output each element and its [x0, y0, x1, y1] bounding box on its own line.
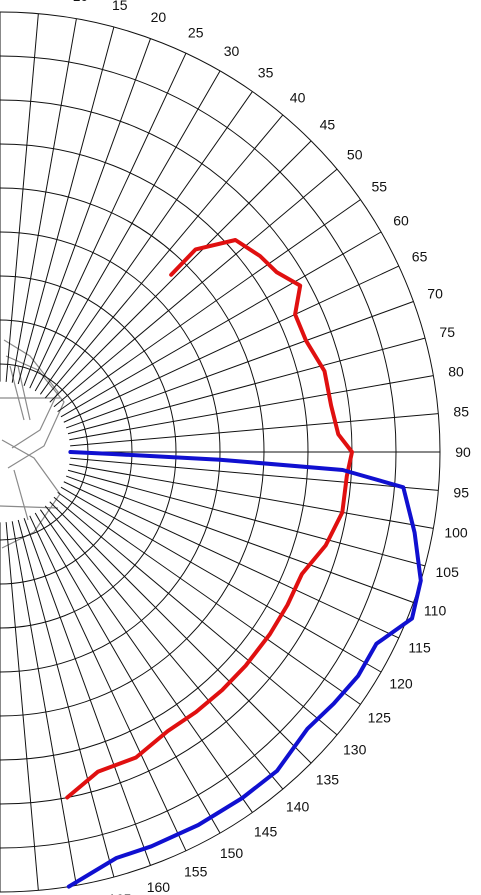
grid-spoke-135	[49, 501, 312, 764]
grid-spoke-95	[70, 457, 439, 491]
grid-spoke-140	[44, 505, 284, 790]
grid-spoke-35	[39, 91, 253, 395]
angle-label: 80	[448, 364, 464, 380]
grid-spoke-15	[17, 26, 115, 385]
grid-spoke-80	[69, 375, 434, 441]
angle-label: 30	[224, 43, 240, 59]
photo-stroke-e	[0, 397, 60, 509]
angle-label: 115	[408, 640, 431, 656]
angle-label: 10	[73, 0, 89, 4]
grid-spoke-30	[34, 70, 221, 392]
grid-spoke-100	[69, 463, 434, 529]
angle-label: 45	[320, 117, 336, 133]
grid-spoke-105	[67, 469, 426, 567]
angle-label: 110	[424, 602, 447, 618]
grid-spoke-5	[5, 13, 39, 382]
grid-spoke-130	[53, 496, 338, 736]
angle-label: 20	[151, 9, 167, 25]
angle-label: 25	[188, 24, 204, 40]
grid-spoke-40	[44, 114, 284, 399]
angle-label: 95	[453, 484, 469, 500]
angle-label: 160	[147, 879, 171, 895]
grid-spoke-155	[29, 515, 187, 851]
angle-label: 90	[455, 444, 471, 460]
grid-spoke-120	[60, 486, 382, 673]
grid-spoke-165	[17, 519, 115, 878]
grid-spoke-55	[57, 199, 361, 413]
angle-label: 40	[290, 89, 306, 105]
angle-label: 35	[258, 65, 274, 81]
angle-label: 100	[444, 524, 468, 540]
angle-labels: 5101520253035404550556065707580859095100…	[73, 0, 471, 895]
series-blue-line	[66, 450, 423, 889]
grid-spoke-110	[65, 475, 414, 603]
photo-stroke-b	[5, 355, 65, 469]
grid-spoke-20	[23, 38, 151, 387]
grid-spoke-45	[49, 140, 312, 403]
grid-spoke-70	[65, 301, 414, 429]
grid-spoke-145	[39, 509, 253, 813]
grid-spoke-65	[63, 265, 399, 423]
grid-spoke-85	[70, 413, 439, 447]
angle-label: 75	[439, 324, 455, 340]
angle-label: 150	[220, 845, 244, 861]
grid-spoke-75	[67, 337, 426, 435]
angle-label: 140	[286, 799, 310, 815]
angle-label: 130	[343, 742, 367, 758]
angle-label: 145	[254, 823, 278, 839]
angle-label: 65	[412, 248, 428, 264]
angle-label: 85	[453, 404, 469, 420]
angle-label: 15	[112, 0, 128, 13]
grid-spoke-60	[60, 231, 382, 418]
angle-label: 105	[436, 564, 460, 580]
angle-label: 60	[393, 213, 409, 229]
angle-label: 165	[108, 891, 132, 895]
angle-label: 55	[372, 178, 388, 194]
angle-label: 50	[347, 146, 363, 162]
grid-spoke-160	[23, 517, 151, 866]
photo-stroke-d	[9, 365, 31, 521]
grid-spoke-170	[11, 521, 77, 886]
grid-spoke-50	[53, 168, 338, 408]
grid-spoke-10	[11, 18, 77, 383]
grid-spoke-25	[29, 53, 187, 389]
angle-label: 120	[389, 676, 413, 692]
grid-spoke-175	[5, 522, 39, 891]
grid-spoke-115	[63, 481, 399, 639]
angle-label: 125	[368, 710, 392, 726]
grid-spoke-150	[34, 512, 221, 834]
angle-label: 155	[184, 864, 208, 880]
series-red-line	[65, 238, 354, 800]
photo-stroke-a	[3, 339, 59, 449]
series-group	[65, 238, 423, 889]
grid-spoke-125	[57, 491, 361, 705]
angle-label: 70	[427, 286, 443, 302]
angle-label: 135	[316, 771, 340, 787]
